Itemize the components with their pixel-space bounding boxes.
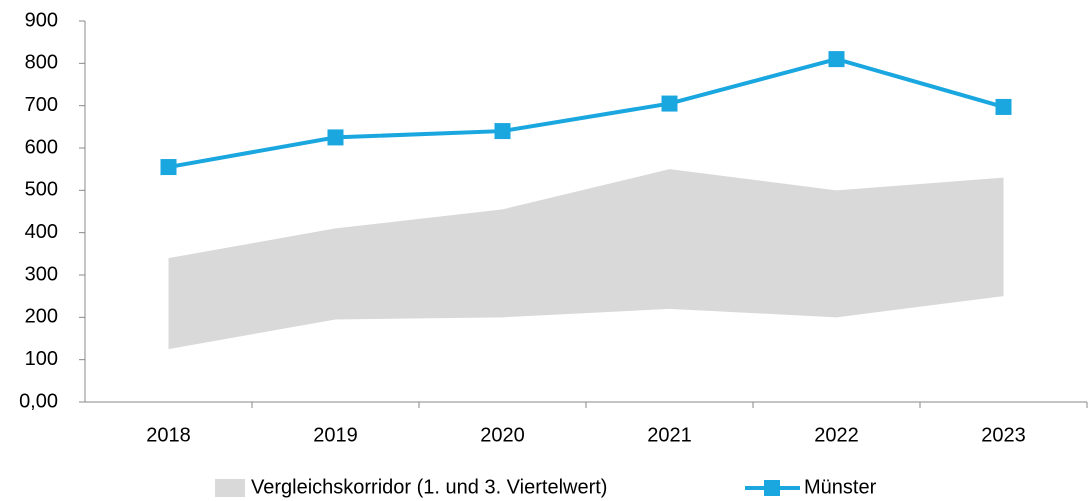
series-marker: [494, 123, 511, 140]
series-marker: [327, 129, 344, 146]
x-tick-label: 2021: [647, 424, 692, 446]
y-tick-label: 200: [25, 306, 58, 328]
x-tick-label: 2020: [480, 424, 525, 446]
y-tick-label: 300: [25, 263, 58, 285]
series-marker: [828, 51, 845, 68]
y-tick-label: 400: [25, 221, 58, 243]
series-marker: [160, 159, 177, 176]
y-tick-label: 100: [25, 348, 58, 370]
legend-label: Vergleichskorridor (1. und 3. Viertelwer…: [251, 476, 607, 498]
series-marker: [661, 95, 678, 112]
legend-label: Münster: [804, 476, 877, 498]
y-tick-label: 0,00: [19, 390, 58, 412]
y-tick-label: 600: [25, 136, 58, 158]
legend-swatch: [215, 479, 245, 497]
y-tick-label: 500: [25, 179, 58, 201]
y-tick-label: 900: [25, 9, 58, 31]
x-tick-label: 2022: [814, 424, 859, 446]
x-tick-label: 2023: [981, 424, 1026, 446]
y-tick-label: 700: [25, 94, 58, 116]
series-line: [168, 57, 1005, 170]
y-tick-label: 800: [25, 52, 58, 74]
series-marker: [995, 98, 1012, 115]
legend-marker: [764, 480, 780, 496]
x-tick-label: 2018: [146, 424, 191, 446]
corridor-area: [168, 169, 1004, 350]
x-tick-label: 2019: [313, 424, 358, 446]
